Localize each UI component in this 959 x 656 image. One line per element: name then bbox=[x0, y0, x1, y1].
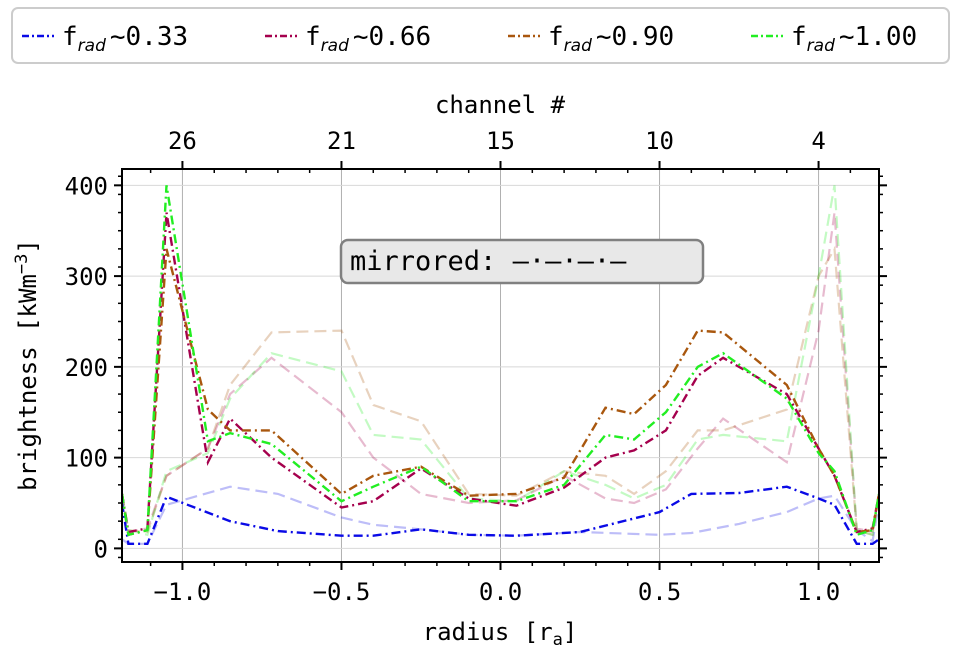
legend-label-0: frad ~0.33 bbox=[62, 22, 188, 56]
x-tick-label: 1.0 bbox=[797, 578, 840, 606]
legend: frad ~0.33 frad ~0.66 frad ~0.90 frad ~1.00 bbox=[11, 7, 950, 64]
mirrored-series-line-2 bbox=[122, 245, 879, 537]
annotation-frame bbox=[339, 238, 705, 285]
x-axis-ticks: −1.0 −0.5 0.0 0.5 1.0 bbox=[149, 169, 852, 606]
y-tick-label: 0 bbox=[94, 535, 108, 563]
legend-label-value: ~1.00 bbox=[839, 22, 917, 52]
annotation-dashes: —·—·—·— bbox=[513, 246, 628, 277]
series-line-0 bbox=[122, 485, 879, 545]
main-series bbox=[122, 185, 879, 545]
legend-label-sub: rad bbox=[564, 36, 592, 56]
y-axis-label-main: brightness [kWm bbox=[14, 274, 42, 491]
y-tick-label: 200 bbox=[65, 354, 108, 382]
top-tick-label: 15 bbox=[486, 127, 515, 155]
x-tick-label: −0.5 bbox=[313, 578, 371, 606]
annotation-label: mirrored: bbox=[350, 246, 513, 277]
x-tick-label: −1.0 bbox=[154, 578, 212, 606]
top-tick-label: 10 bbox=[645, 127, 674, 155]
x-axis-label-sub: a bbox=[553, 630, 563, 650]
mirrored-series-line-0 bbox=[122, 485, 879, 545]
legend-label-prefix: f bbox=[305, 22, 321, 52]
legend-label-value: ~0.66 bbox=[353, 22, 431, 52]
y-tick-label: 300 bbox=[65, 263, 108, 291]
legend-label-sub: rad bbox=[807, 36, 835, 56]
annotation-text: mirrored: —·—·—·— bbox=[350, 246, 627, 277]
mirrored-series-line-1 bbox=[122, 212, 879, 534]
y-axis-label-suffix: ] bbox=[14, 239, 42, 253]
top-axis-ticks: 26 21 15 10 4 bbox=[168, 127, 826, 169]
series-line-3 bbox=[122, 185, 879, 537]
legend-label-prefix: f bbox=[548, 22, 564, 52]
legend-frame bbox=[11, 7, 950, 64]
legend-label-prefix: f bbox=[62, 22, 78, 52]
legend-label-1: frad ~0.66 bbox=[305, 22, 431, 56]
x-tick-label: 0.5 bbox=[638, 578, 681, 606]
legend-label-sub: rad bbox=[321, 36, 349, 56]
legend-label-sub: rad bbox=[78, 36, 106, 56]
y-tick-label: 100 bbox=[65, 445, 108, 473]
x-axis-label-main: radius [r bbox=[423, 618, 553, 646]
y-tick-label: 400 bbox=[65, 172, 108, 200]
legend-label-value: ~0.33 bbox=[110, 22, 188, 52]
x-axis-label: radius [ra] bbox=[423, 618, 578, 650]
top-tick-label: 21 bbox=[327, 127, 356, 155]
legend-label-prefix: f bbox=[791, 22, 807, 52]
y-axis-label-sup: −3 bbox=[12, 254, 32, 274]
x-axis-label-suffix: ] bbox=[563, 618, 577, 646]
series-line-2 bbox=[122, 248, 879, 537]
mirrored-annotation: mirrored: —·—·—·— bbox=[339, 238, 705, 285]
y-axis-label: brightness [kWm−3] bbox=[12, 239, 42, 491]
legend-label-3: frad ~1.00 bbox=[791, 22, 917, 56]
y-axis-ticks: 0 100 200 300 400 bbox=[65, 172, 887, 563]
legend-label-2: frad ~0.90 bbox=[548, 22, 674, 56]
legend-label-value: ~0.90 bbox=[596, 22, 674, 52]
top-tick-label: 26 bbox=[168, 127, 197, 155]
x-tick-label: 0.0 bbox=[479, 578, 522, 606]
top-axis-label: channel # bbox=[435, 91, 566, 119]
grid bbox=[122, 169, 879, 562]
top-tick-label: 4 bbox=[811, 127, 825, 155]
